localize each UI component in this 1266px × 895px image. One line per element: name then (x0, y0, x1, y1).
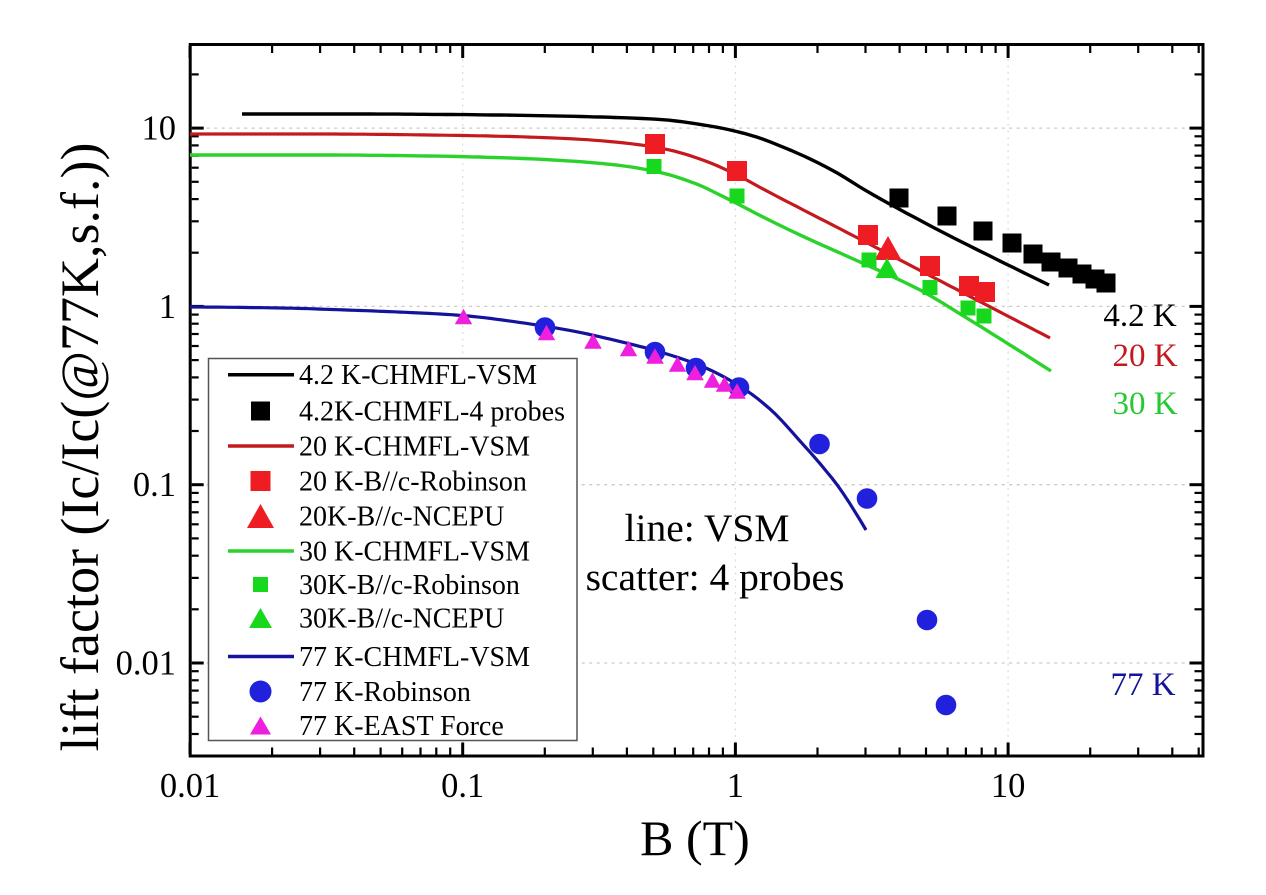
svg-text:20 K: 20 K (1112, 338, 1177, 374)
svg-text:77 K-EAST Force: 77 K-EAST Force (299, 711, 504, 742)
svg-text:77 K-Robinson: 77 K-Robinson (299, 677, 471, 708)
svg-text:30K-B//c-Robinson: 30K-B//c-Robinson (299, 570, 520, 601)
svg-text:1: 1 (727, 767, 744, 805)
svg-text:line: VSM: line: VSM (625, 506, 790, 550)
svg-text:30 K: 30 K (1112, 386, 1177, 422)
svg-text:20 K-B//c-Robinson: 20 K-B//c-Robinson (299, 467, 527, 498)
svg-text:1: 1 (159, 288, 176, 326)
svg-text:10: 10 (991, 767, 1026, 805)
svg-text:20 K-CHMFL-VSM: 20 K-CHMFL-VSM (299, 432, 530, 463)
svg-text:0.1: 0.1 (133, 466, 176, 504)
svg-text:77 K-CHMFL-VSM: 77 K-CHMFL-VSM (299, 642, 530, 673)
svg-text:10: 10 (142, 110, 177, 148)
svg-text:scatter: 4 probes: scatter: 4 probes (586, 555, 845, 599)
svg-text:4.2 K-CHMFL-VSM: 4.2 K-CHMFL-VSM (299, 360, 537, 391)
svg-text:B (T): B (T) (640, 810, 750, 866)
svg-text:77 K: 77 K (1110, 667, 1175, 703)
svg-text:20K-B//c-NCEPU: 20K-B//c-NCEPU (299, 502, 504, 533)
svg-text:4.2 K: 4.2 K (1103, 298, 1177, 334)
svg-text:4.2K-CHMFL-4 probes: 4.2K-CHMFL-4 probes (299, 397, 565, 428)
svg-text:30 K-CHMFL-VSM: 30 K-CHMFL-VSM (299, 537, 530, 568)
svg-text:0.01: 0.01 (116, 645, 176, 683)
svg-text:30K-B//c-NCEPU: 30K-B//c-NCEPU (299, 604, 504, 635)
svg-text:lift factor (Ic/Ic(@77K,s.f.)): lift factor (Ic/Ic(@77K,s.f.)) (50, 143, 110, 752)
svg-text:0.1: 0.1 (441, 767, 484, 805)
svg-text:0.01: 0.01 (160, 767, 220, 805)
